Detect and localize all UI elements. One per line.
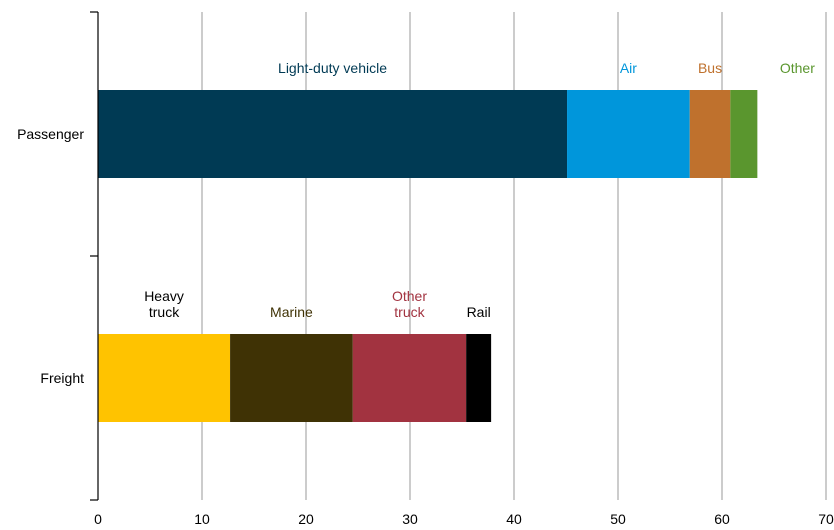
segment-label-line: Bus	[698, 60, 722, 76]
bar-segments	[98, 90, 758, 422]
category-labels: Passenger Freight	[17, 126, 84, 386]
bar-segment-rail	[466, 334, 492, 422]
segment-label-line: Air	[620, 60, 637, 76]
segment-label-line: Heavy	[144, 288, 184, 304]
grid-lines	[201, 12, 827, 500]
segment-label: Light-duty vehicle	[278, 60, 387, 76]
x-tick-label: 30	[402, 511, 418, 527]
segment-label-line: Other	[392, 288, 427, 304]
segment-label: Air	[620, 60, 637, 76]
x-tick-label: 40	[506, 511, 522, 527]
x-tick-label: 20	[298, 511, 314, 527]
bar-segment-light-duty-vehicle	[98, 90, 568, 178]
segment-label-line: Light-duty vehicle	[278, 60, 387, 76]
segment-label-line: Marine	[270, 304, 313, 320]
x-tick-label: 50	[610, 511, 626, 527]
segment-label-line: truck	[149, 304, 180, 320]
segment-label: Rail	[467, 304, 491, 320]
x-tick-labels: 0 10 20 30 40 50 60 70	[94, 511, 834, 527]
bar-segment-other	[730, 90, 758, 178]
segment-label: Heavy truck	[144, 288, 184, 320]
segment-label: Other	[780, 60, 815, 76]
bar-segment-heavy-truck	[98, 334, 231, 422]
category-axis	[90, 11, 99, 501]
segment-label-line: Rail	[467, 304, 491, 320]
segment-label: Bus	[698, 60, 722, 76]
segment-label-line: Other	[780, 60, 815, 76]
x-tick-label: 70	[818, 511, 834, 527]
segment-label: Other truck	[392, 288, 427, 320]
bar-segment-other-truck	[352, 334, 467, 422]
bar-segment-marine	[230, 334, 353, 422]
category-label: Passenger	[17, 126, 84, 142]
category-label: Freight	[40, 370, 84, 386]
segment-label-line: truck	[394, 304, 425, 320]
x-tick-label: 0	[94, 511, 102, 527]
x-tick-label: 60	[714, 511, 730, 527]
segment-label: Marine	[270, 304, 313, 320]
bar-segment-bus	[689, 90, 731, 178]
x-tick-label: 10	[194, 511, 210, 527]
bar-segment-air	[567, 90, 690, 178]
